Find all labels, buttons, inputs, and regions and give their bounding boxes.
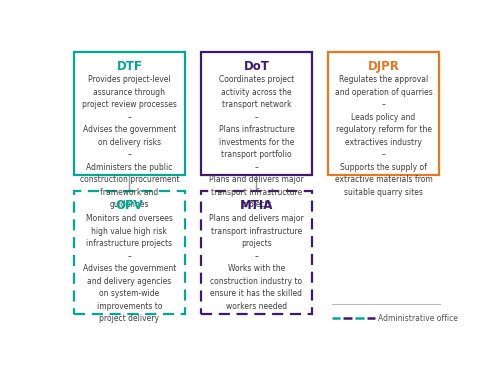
- Text: MTIA: MTIA: [240, 199, 273, 212]
- Text: Regulates the approval
and operation of quarries
–
Leads policy and
regulatory r: Regulates the approval and operation of …: [334, 75, 432, 197]
- FancyBboxPatch shape: [74, 52, 184, 175]
- FancyBboxPatch shape: [201, 52, 312, 175]
- Text: DoT: DoT: [244, 60, 270, 73]
- Text: Provides project-level
assurance through
project review processes
–
Advises the : Provides project-level assurance through…: [80, 75, 179, 209]
- Text: OPV: OPV: [116, 199, 143, 212]
- Text: DJPR: DJPR: [368, 60, 400, 73]
- FancyBboxPatch shape: [201, 191, 312, 314]
- Text: Coordinates project
activity across the
transport network
–
Plans infrastructure: Coordinates project activity across the …: [209, 75, 304, 209]
- Text: DTF: DTF: [116, 60, 142, 73]
- FancyBboxPatch shape: [74, 191, 184, 314]
- Text: Monitors and oversees
high value high risk
infrastructure projects
–
Advises the: Monitors and oversees high value high ri…: [82, 214, 176, 323]
- Text: Administrative office: Administrative office: [378, 314, 458, 323]
- FancyBboxPatch shape: [328, 52, 439, 175]
- Text: Plans and delivers major
transport infrastructure
projects
–
Works with the
cons: Plans and delivers major transport infra…: [209, 214, 304, 311]
